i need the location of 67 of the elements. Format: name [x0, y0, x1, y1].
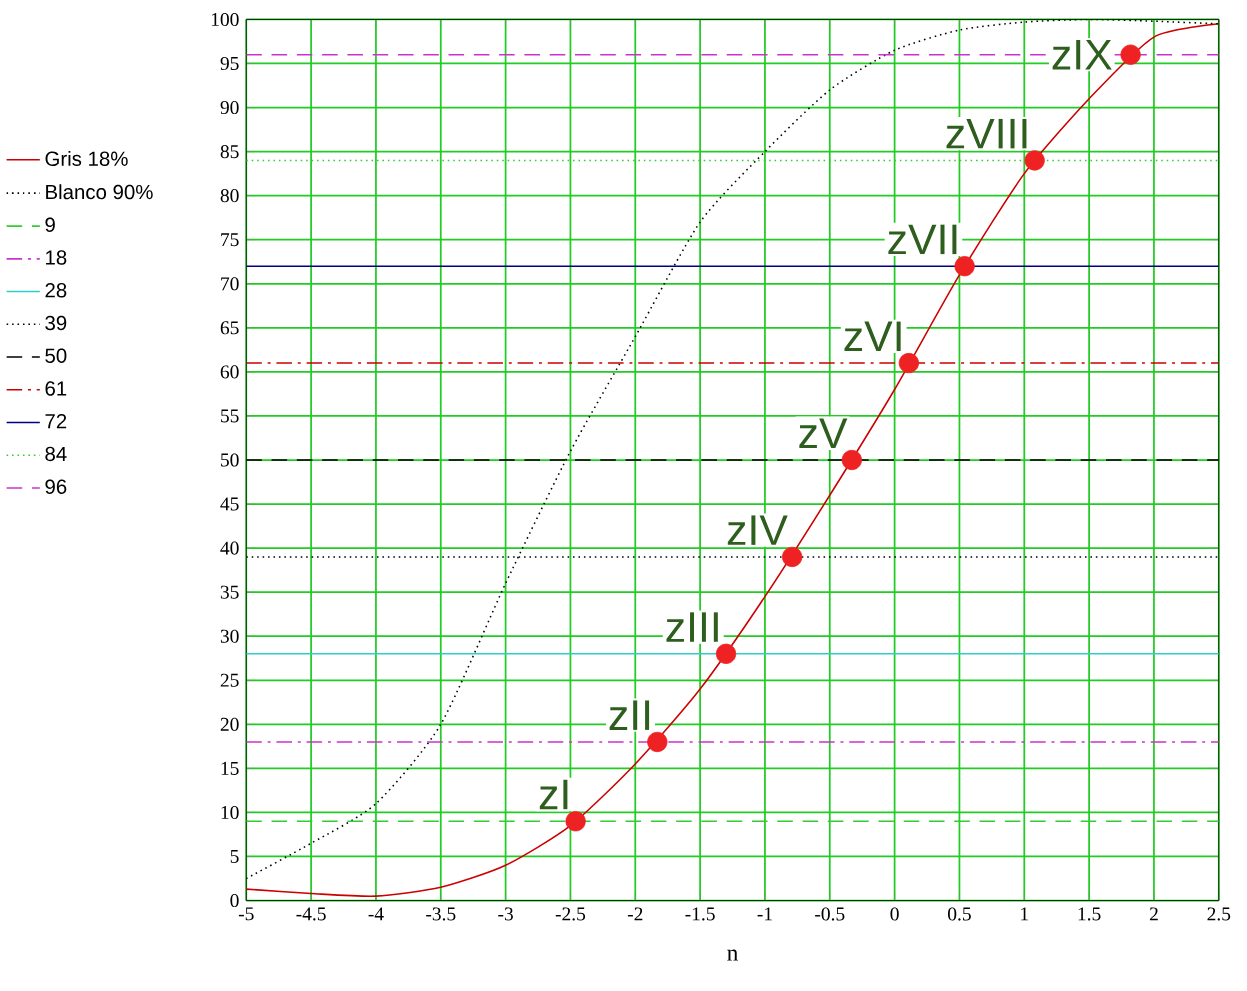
legend-label: Gris 18%: [45, 150, 128, 166]
legend-label: 61: [45, 381, 67, 396]
y-tick-label: 60: [220, 365, 239, 379]
legend-label: 9: [45, 217, 55, 232]
x-tick-label: 0.5: [948, 907, 971, 921]
legend-label: 96: [45, 479, 67, 494]
y-tick-label: 85: [220, 145, 239, 159]
legend-label: 39: [45, 315, 67, 331]
x-tick-label: -1.5: [685, 907, 715, 921]
x-tick-label: 1.5: [1078, 907, 1101, 921]
point: [1024, 150, 1045, 171]
point: [565, 811, 586, 832]
x-tick-label: 2: [1149, 907, 1158, 921]
x-tick-label: -2.5: [555, 907, 586, 921]
y-tick-label: 75: [221, 233, 239, 247]
x-tick-label: -4: [368, 907, 384, 921]
y-tick-label: 40: [220, 541, 239, 555]
x-tick-label: -5: [238, 907, 254, 921]
x-tick-label: 0: [890, 907, 899, 921]
annotation: zIV: [727, 515, 788, 545]
y-tick-label: 0: [230, 893, 239, 908]
x-tick-label: -3: [498, 907, 513, 921]
annotation: zIX: [1052, 39, 1112, 70]
annotation: zIII: [666, 612, 718, 642]
x-tick-label: 2.5: [1207, 907, 1231, 921]
y-tick-label: 100: [211, 12, 239, 26]
point: [841, 449, 862, 471]
y-tick-label: 70: [221, 277, 239, 291]
x-tick-label: -0.5: [815, 907, 845, 921]
y-tick-label: 90: [220, 100, 239, 115]
point: [715, 643, 737, 664]
y-tick-label: 25: [220, 673, 239, 687]
point: [1120, 44, 1141, 65]
y-tick-label: 10: [221, 805, 239, 819]
annotation: zVII: [888, 224, 957, 255]
annotation: zII: [609, 700, 650, 730]
y-tick-label: 20: [220, 717, 239, 731]
legend-label: 50: [45, 348, 67, 363]
legend-label: 28: [45, 283, 67, 298]
x-tick-label: -3.5: [426, 907, 456, 921]
legend-label: 84: [45, 446, 67, 462]
x-axis-title: n: [727, 949, 739, 961]
point: [898, 352, 919, 374]
annotation: zV: [799, 418, 848, 448]
point: [782, 546, 803, 568]
annotation: zI: [539, 779, 568, 810]
legend-label: 72: [45, 413, 67, 429]
y-tick-label: 50: [221, 453, 239, 467]
x-tick-label: -4.5: [296, 907, 326, 921]
legend-label: Blanco 90%: [46, 184, 153, 200]
x-tick-label: -2: [627, 907, 643, 921]
y-tick-label: 35: [220, 585, 239, 599]
point: [954, 256, 975, 277]
x-tick-label: 1: [1021, 907, 1028, 921]
y-tick-label: 65: [220, 321, 239, 335]
y-tick-label: 5: [230, 850, 239, 863]
legend-label: 18: [46, 250, 67, 265]
annotation: zVIII: [946, 118, 1027, 149]
x-tick-label: -1: [757, 907, 772, 921]
annotation: zVI: [844, 321, 901, 352]
y-tick-label: 45: [220, 497, 239, 511]
y-tick-label: 80: [220, 189, 239, 203]
y-tick-label: 55: [221, 409, 239, 423]
y-tick-label: 30: [220, 629, 239, 643]
y-tick-label: 15: [221, 761, 239, 775]
point: [647, 731, 668, 753]
y-tick-label: 95: [220, 56, 239, 71]
